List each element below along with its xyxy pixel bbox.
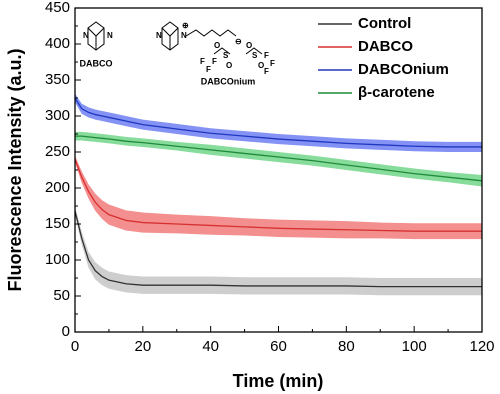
atom: F [206,65,211,74]
atom: F [264,67,269,76]
atom: S [252,51,258,60]
charge: ⊕ [182,21,189,30]
error-band [75,155,482,240]
y-tick-label: 450 [45,0,70,16]
annotation: DABCO [80,58,113,68]
line [74,158,482,232]
y-tick-label: 250 [45,143,70,160]
annotation: DABCOnium [201,76,256,86]
atom: F [264,51,269,60]
y-tick-label: 300 [45,107,70,124]
atom: F [200,57,205,66]
legend-label: DABCOnium [358,61,449,78]
atom: N [156,31,162,40]
legend-label: DABCO [358,38,413,55]
atom: F [212,57,217,66]
y-tick-label: 150 [45,215,70,232]
error-band [75,131,482,187]
x-tick-label: 20 [134,338,151,355]
y-tick-label: 400 [45,35,70,52]
x-tick-label: 0 [71,338,79,355]
y-axis-label: Fluorescence Intensity (a.u.) [5,48,25,291]
atom: N [83,31,89,40]
legend-label: β-carotene [358,84,435,101]
x-tick-label: 60 [270,338,287,355]
y-tick-label: 200 [45,179,70,196]
line [75,135,483,182]
y-tick-label: 100 [45,251,70,268]
y-tick-label: 350 [45,71,70,88]
atom: S [223,51,229,60]
y-tick-label: 0 [62,323,70,340]
atom: N [107,31,113,40]
legend-label: Control [358,15,411,32]
atom: O [258,61,264,70]
x-tick-label: 40 [202,338,219,355]
atom: O [214,41,220,50]
x-tick-label: 80 [338,338,355,355]
x-tick-label: 120 [469,338,494,355]
y-tick-label: 50 [53,287,70,304]
atom: N [181,31,187,40]
x-tick-label: 100 [402,338,427,355]
x-axis-label: Time (min) [233,371,324,391]
structures [87,21,263,55]
line [74,97,482,148]
atom: O [226,61,232,70]
atom: O [246,41,252,50]
line [74,210,482,288]
charge: ⊖ [235,37,242,46]
atom: F [270,59,275,68]
